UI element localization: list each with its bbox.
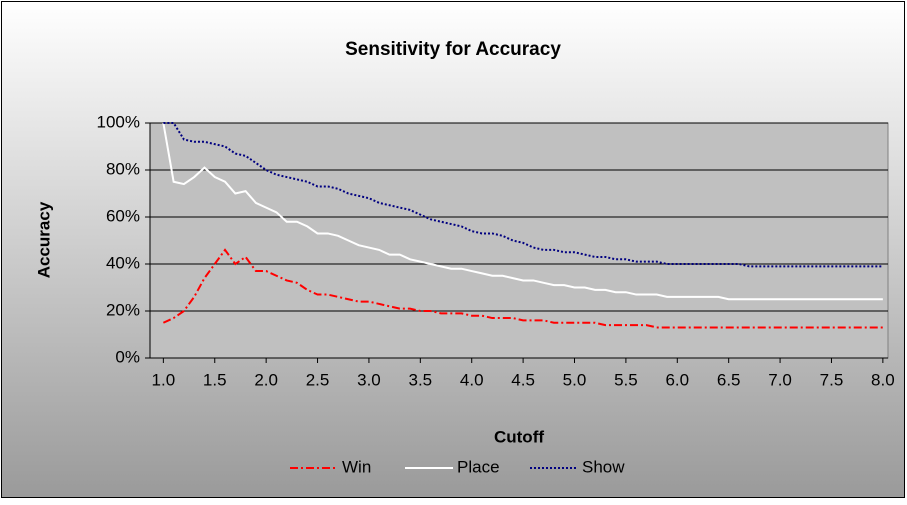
x-tick-label: 5.5 — [614, 370, 638, 389]
x-tick-label: 4.5 — [511, 370, 535, 389]
y-tick-label: 20% — [106, 300, 140, 319]
legend-label: Show — [582, 457, 625, 476]
y-tick-label: 40% — [106, 253, 140, 272]
x-tick-label: 2.0 — [254, 370, 278, 389]
x-tick-label: 7.5 — [820, 370, 844, 389]
chart-title: Sensitivity for Accuracy — [345, 39, 561, 60]
series-line — [162, 122, 883, 301]
x-tick-label: 7.0 — [768, 370, 792, 389]
plot-area — [149, 122, 889, 359]
x-tick-label: 2.5 — [306, 370, 330, 389]
x-tick-label: 4.0 — [460, 370, 484, 389]
y-tick-label: 0% — [115, 347, 140, 366]
x-tick-label: 6.5 — [717, 370, 741, 389]
y-tick-label: 60% — [106, 206, 140, 225]
x-tick-label: 5.0 — [563, 370, 587, 389]
series-line — [162, 248, 883, 329]
x-tick-label: 1.0 — [152, 370, 176, 389]
x-tick-label: 8.0 — [871, 370, 895, 389]
x-tick-label: 6.0 — [665, 370, 689, 389]
y-axis-title: Accuracy — [34, 201, 53, 278]
legend-label: Place — [457, 457, 500, 476]
y-tick-label: 100% — [97, 112, 140, 131]
series-line — [163, 122, 883, 268]
legend-label: Win — [342, 457, 371, 476]
y-tick-label: 80% — [106, 159, 140, 178]
x-tick-label: 1.5 — [203, 370, 227, 389]
x-tick-label: 3.0 — [357, 370, 381, 389]
x-axis-title: Cutoff — [494, 427, 544, 446]
x-tick-label: 3.5 — [409, 370, 433, 389]
